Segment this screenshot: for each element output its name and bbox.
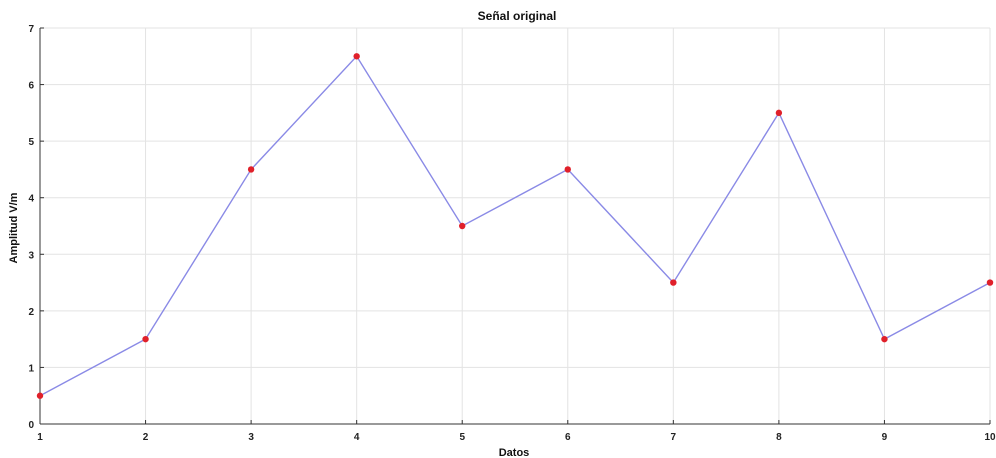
data-point	[459, 222, 466, 230]
x-tick-label: 10	[984, 432, 996, 443]
x-tick-label: 8	[776, 432, 782, 443]
y-tick-label: 0	[28, 420, 34, 431]
series-layer	[36, 53, 994, 399]
data-point	[353, 53, 360, 60]
y-tick-label: 1	[28, 363, 34, 374]
x-tick-label: 9	[882, 432, 888, 443]
data-point	[986, 279, 994, 286]
y-tick-label: 2	[28, 307, 34, 318]
data-point	[775, 109, 783, 117]
y-tick-label: 7	[28, 24, 34, 35]
data-point	[142, 335, 149, 343]
y-tick-label: 4	[28, 194, 34, 205]
x-tick-label: 1	[37, 432, 43, 443]
x-tick-label: 7	[671, 432, 677, 443]
data-point	[36, 392, 44, 399]
chart-title: Señal original	[478, 9, 557, 23]
x-tick-label: 5	[459, 432, 465, 443]
data-point	[247, 166, 255, 173]
x-tick-label: 6	[565, 432, 571, 443]
y-tick-label: 3	[28, 250, 34, 261]
series-line	[39, 55, 991, 397]
y-axis-label: Amplitud V/m	[8, 192, 20, 263]
x-axis-label: Datos	[499, 447, 530, 458]
axes	[39, 27, 991, 425]
data-point	[564, 166, 571, 173]
x-tick-label: 3	[248, 432, 254, 443]
y-tick-label: 6	[28, 81, 34, 92]
x-tick-label: 4	[354, 432, 360, 443]
y-tick-label: 5	[28, 137, 34, 148]
data-point	[670, 279, 677, 286]
data-point	[881, 335, 888, 343]
x-tick-label: 2	[143, 432, 149, 443]
